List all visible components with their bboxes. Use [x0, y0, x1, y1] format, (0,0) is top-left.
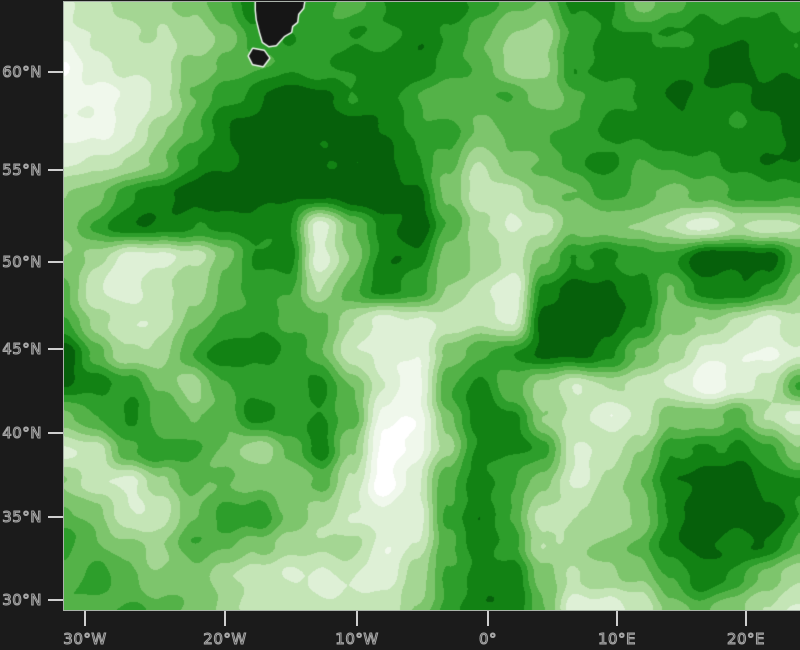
contour-field-canvas [64, 2, 800, 610]
x-tick-label: 20°W [203, 630, 247, 649]
y-tick-label: 55°N [2, 161, 42, 180]
x-tick-mark [745, 611, 747, 626]
x-tick-label: 10°E [597, 630, 637, 649]
y-tick-mark [48, 432, 63, 434]
y-tick-mark [48, 71, 63, 73]
x-tick-mark [84, 611, 86, 626]
y-tick-mark [48, 599, 63, 601]
x-tick-mark [224, 611, 226, 626]
y-tick-label: 35°N [2, 508, 42, 527]
y-tick-mark [48, 348, 63, 350]
y-tick-label: 45°N [2, 340, 42, 359]
x-tick-label: 10°W [335, 630, 379, 649]
y-tick-label: 50°N [2, 253, 42, 272]
x-tick-label: 30°W [63, 630, 107, 649]
y-tick-label: 30°N [2, 591, 42, 610]
x-tick-mark [616, 611, 618, 626]
y-tick-mark [48, 261, 63, 263]
x-tick-label: 20°E [726, 630, 766, 649]
y-tick-label: 60°N [2, 63, 42, 82]
x-tick-label: 0° [478, 630, 498, 649]
x-tick-mark [487, 611, 489, 626]
x-tick-mark [356, 611, 358, 626]
y-tick-mark [48, 169, 63, 171]
y-tick-mark [48, 516, 63, 518]
y-tick-label: 40°N [2, 424, 42, 443]
